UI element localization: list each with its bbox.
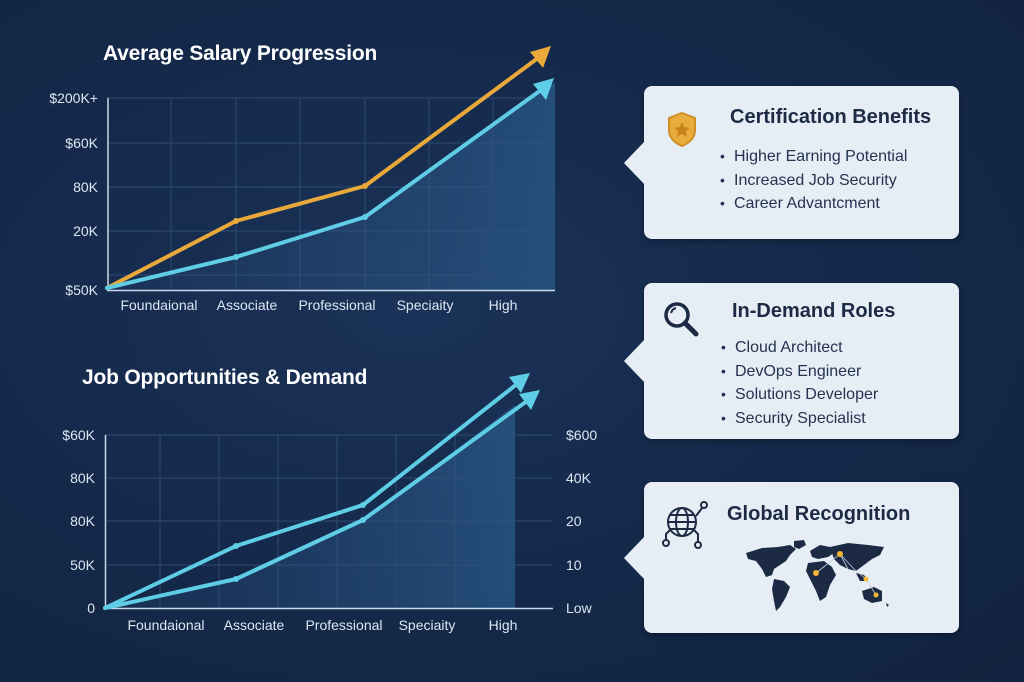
jobs-x-tick: Foundaional: [127, 617, 204, 633]
salary-y-tick: $50K: [65, 282, 98, 298]
salary-x-tick: Speciaity: [397, 297, 454, 313]
salary-orange-line: [105, 56, 540, 290]
jobs-x-tick: High: [489, 617, 518, 633]
jobs-y-tick-right: $600: [566, 427, 597, 443]
jobs-x-tick: Professional: [305, 617, 382, 633]
salary-chart-title: Average Salary Progression: [103, 42, 378, 65]
salary-orange-arrowhead: [530, 46, 551, 68]
jobs-x-tick: Associate: [224, 617, 285, 633]
jobs-y-tick-right: 40K: [566, 470, 592, 486]
salary-cyan-line: [105, 88, 543, 290]
jobs-area-fill: [105, 405, 515, 608]
global-recognition-card: Global Recognition: [624, 482, 959, 633]
salary-x-tick: Professional: [298, 297, 375, 313]
jobs-upper-line: [103, 382, 519, 610]
global-recognition-title: Global Recognition: [727, 503, 911, 525]
certification-benefits-card: Certification Benefits Higher Earning Po…: [624, 86, 959, 239]
jobs-grid: [105, 434, 553, 608]
list-item: Increased Job Security: [720, 169, 907, 193]
in-demand-roles-card: In-Demand Roles Cloud Architect DevOps E…: [624, 283, 959, 439]
shield-star-icon: [668, 111, 696, 148]
benefits-list: Higher Earning Potential Increased Job S…: [720, 145, 907, 216]
jobs-y-tick-right: Low: [566, 600, 593, 616]
salary-x-tick: Associate: [217, 297, 278, 313]
salary-grid: [107, 97, 555, 290]
jobs-y-tick-left: 80K: [70, 513, 96, 529]
jobs-y-tick-left: 80K: [70, 470, 96, 486]
jobs-y-tick-left: $60K: [62, 427, 95, 443]
list-item: DevOps Engineer: [721, 360, 878, 384]
world-map-icon: [746, 540, 889, 611]
globe-network-icon: [662, 501, 708, 549]
jobs-lower-line: [103, 399, 529, 610]
magnifier-icon: [664, 302, 699, 337]
in-demand-roles-title: In-Demand Roles: [732, 300, 896, 322]
jobs-lower-arrowhead: [519, 390, 540, 410]
salary-area-fill: [107, 82, 555, 290]
jobs-y-tick-left: 0: [87, 600, 95, 616]
jobs-chart-title: Job Opportunities & Demand: [82, 366, 368, 389]
salary-x-tick: High: [489, 297, 518, 313]
salary-y-tick: 20K: [73, 223, 99, 239]
jobs-y-tick-right: 20: [566, 513, 582, 529]
list-item: Solutions Developer: [721, 383, 878, 407]
list-item: Higher Earning Potential: [720, 145, 907, 169]
list-item: Career Advantcment: [720, 192, 907, 216]
roles-list: Cloud Architect DevOps Engineer Solution…: [721, 336, 878, 430]
jobs-upper-arrowhead: [509, 373, 530, 393]
list-item: Cloud Architect: [721, 336, 878, 360]
jobs-y-tick-left: 50K: [70, 557, 96, 573]
jobs-x-tick: Speciaity: [399, 617, 456, 633]
list-item: Security Specialist: [721, 407, 878, 431]
salary-y-tick: 80K: [73, 179, 99, 195]
certification-benefits-title: Certification Benefits: [730, 106, 932, 128]
salary-y-tick: $200K+: [49, 90, 98, 106]
salary-x-tick: Foundaional: [120, 297, 197, 313]
jobs-y-tick-right: 10: [566, 557, 582, 573]
salary-cyan-arrowhead: [533, 78, 554, 100]
salary-y-tick: $60K: [65, 135, 98, 151]
